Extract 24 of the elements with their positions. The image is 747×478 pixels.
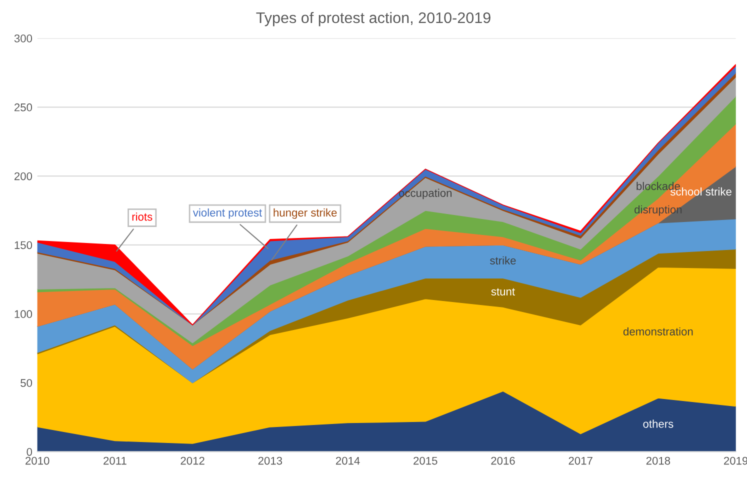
x-tick-label: 2014 [336,456,360,465]
series-label: stunt [491,288,515,296]
y-tick-label: 150 [14,241,32,250]
y-tick-label: 300 [14,34,32,42]
x-tick-label: 2011 [104,456,126,465]
text: hunger strike [274,208,337,219]
x-tick-label: 2010 [26,456,50,465]
y-tick-label: 50 [20,379,32,387]
x-tick-label: 2017 [568,456,592,465]
y-tick-label: 100 [14,310,32,318]
chart-title: Types of protest action, 2010-2019 [256,12,490,26]
text: violent protest [192,208,262,219]
y-tick-label: 250 [14,103,32,112]
series-label: others [643,420,674,428]
y-tick-label: 0 [26,448,32,456]
x-tick-label: 2015 [414,456,438,465]
y-tick-label: 200 [14,172,32,180]
text: riots [132,212,152,221]
x-tick-label: 2013 [258,456,282,465]
series-label: strike [490,256,516,264]
series-label: demonstration [623,327,693,336]
x-tick-label: 2016 [491,456,515,465]
x-tick-label: 2012 [180,456,204,465]
x-tick-label: 2018 [646,456,670,465]
